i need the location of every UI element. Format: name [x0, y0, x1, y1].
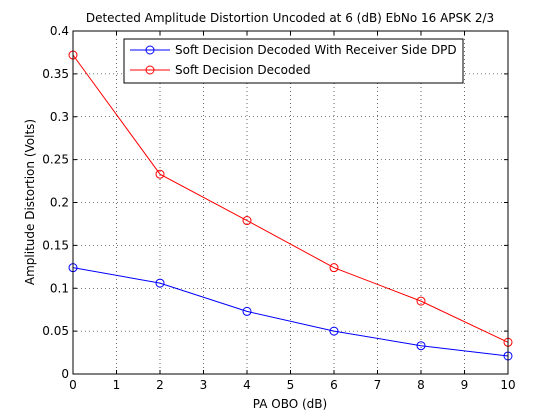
y-tick-label: 0.3: [50, 110, 69, 124]
x-tick-label: 5: [287, 378, 295, 392]
y-tick-label: 0.25: [42, 153, 69, 167]
x-axis-label: PA OBO (dB): [253, 397, 327, 411]
series-line-1: [72, 267, 509, 357]
legend-marker-series-2: [145, 65, 155, 75]
y-tick-label: 0.15: [42, 238, 69, 252]
y-tick-label: 0.35: [42, 67, 69, 81]
x-tick-label: 4: [243, 378, 251, 392]
data-point-series-1: [155, 278, 165, 288]
y-tick-label: 0.05: [42, 324, 69, 338]
data-point-series-2: [155, 169, 165, 179]
y-tick-label: 0.2: [50, 196, 69, 210]
legend-label-series-2: Soft Decision Decoded: [175, 63, 311, 77]
data-point-series-1: [329, 326, 339, 336]
x-tick-label: 9: [461, 378, 469, 392]
legend-box: [123, 38, 464, 84]
data-point-series-2: [416, 296, 426, 306]
data-point-series-1: [242, 306, 252, 316]
legend-label-series-1: Soft Decision Decoded With Receiver Side…: [175, 43, 457, 57]
x-tick-label: 7: [374, 378, 382, 392]
series-line-2: [72, 54, 509, 343]
x-tick-label: 3: [200, 378, 208, 392]
x-tick-label: 2: [156, 378, 164, 392]
x-tick-label: 1: [113, 378, 121, 392]
y-axis-label: Amplitude Distortion (Volts): [23, 119, 37, 285]
legend: Soft Decision Decoded With Receiver Side…: [123, 38, 464, 84]
legend-marker-series-1: [145, 45, 155, 55]
x-tick-label: 6: [330, 378, 338, 392]
data-point-series-1: [416, 341, 426, 351]
x-tick-label: 0: [69, 378, 77, 392]
data-point-series-2: [242, 216, 252, 226]
tick-layer: 0 1 2 3 4 5 6 7 8 9 10 0 0.05 0.1 0.15 0.2 0.25 0.3 0.35 0.…: [42, 24, 515, 392]
chart-title: Detected Amplitude Distortion Uncoded at…: [86, 11, 494, 25]
data-point-series-2: [329, 263, 339, 273]
y-tick-label: 0.1: [50, 281, 69, 295]
x-tick-label: 8: [417, 378, 425, 392]
x-tick-label: 10: [500, 378, 515, 392]
y-tick-label: 0: [61, 367, 69, 381]
y-tick-label: 0.4: [50, 24, 69, 38]
